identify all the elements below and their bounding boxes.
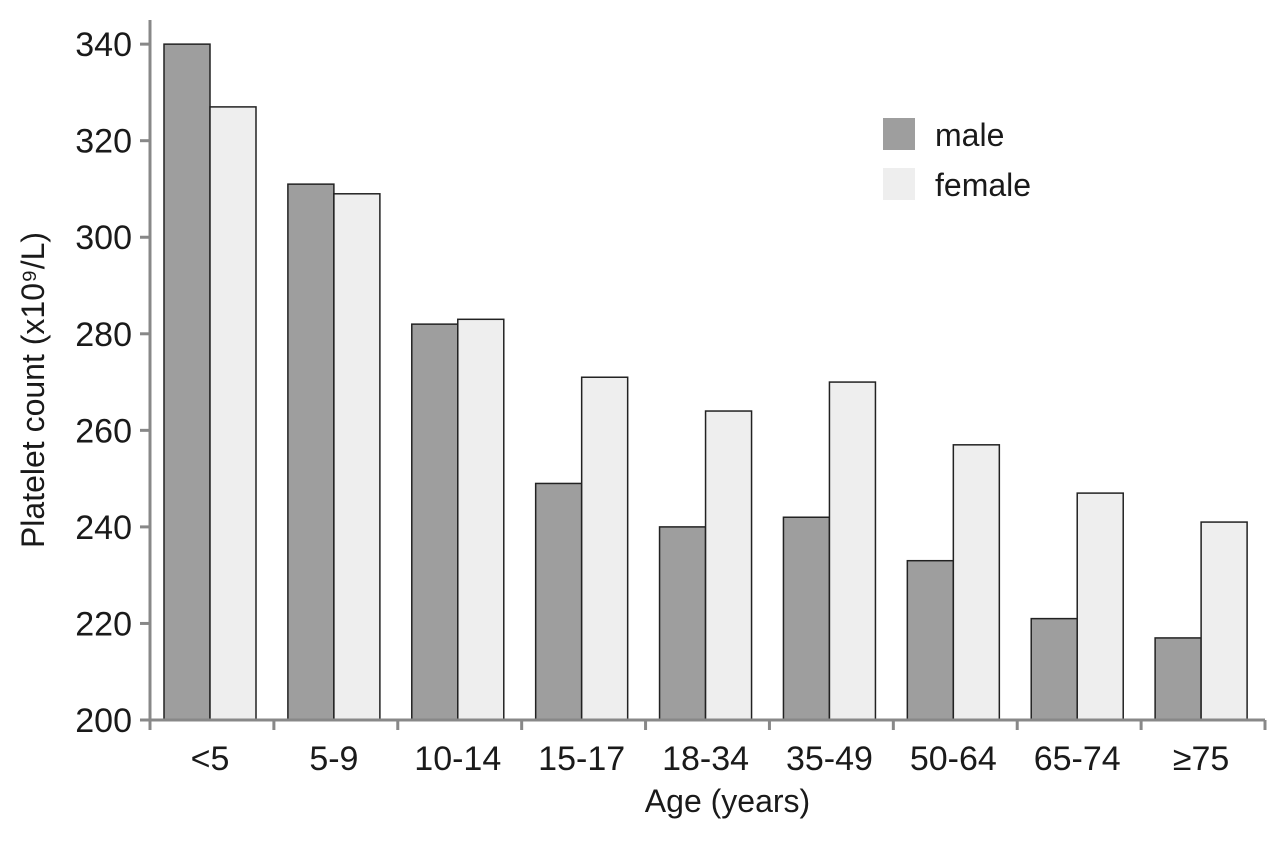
bar-female-8 — [1200, 521, 1248, 721]
x-tick-label: <5 — [191, 740, 230, 778]
bar-male-7 — [1030, 617, 1078, 721]
x-axis-title: Age (years) — [645, 783, 810, 819]
bar-female-4 — [704, 410, 753, 721]
y-tick-label: 240 — [75, 509, 132, 547]
legend: male female — [883, 117, 1031, 203]
x-tick-label: 65-74 — [1034, 740, 1121, 778]
bar-female-3 — [580, 376, 629, 721]
y-tick-label: 220 — [75, 605, 132, 643]
y-tick-label: 340 — [75, 26, 132, 64]
y-tick-label: 280 — [75, 316, 132, 354]
x-tick-label: ≥75 — [1173, 740, 1229, 778]
y-tick-label: 300 — [75, 219, 132, 257]
x-tick-label: 50-64 — [910, 740, 997, 778]
bar-female-0 — [209, 106, 257, 721]
y-tick-label: 200 — [75, 702, 132, 740]
y-axis-title: Platelet count (x10⁹/L) — [15, 232, 51, 548]
legend-swatch-male — [883, 118, 915, 150]
x-tick-label: 10-14 — [414, 740, 501, 778]
bar-male-1 — [287, 183, 335, 721]
legend-label-male: male — [935, 117, 1004, 153]
axes-layer — [148, 20, 1265, 722]
bar-male-8 — [1154, 637, 1202, 721]
bar-male-2 — [411, 323, 459, 721]
y-ticks: 200 220 240 260 280 300 320 340 — [75, 26, 150, 740]
bar-female-6 — [952, 444, 1001, 721]
y-tick-label: 320 — [75, 123, 132, 161]
x-tick-label: 5-9 — [309, 740, 358, 778]
x-ticks: <5 5-9 10-14 15-17 18-34 35-49 50-64 65-74 ≥75 — [148, 720, 1267, 778]
x-tick-label: 18-34 — [662, 740, 749, 778]
bar-male-5 — [782, 516, 831, 721]
x-tick-label: 15-17 — [538, 740, 625, 778]
bar-male-4 — [658, 526, 707, 721]
bar-female-7 — [1076, 492, 1124, 721]
bars-layer — [163, 43, 1248, 721]
legend-swatch-female — [883, 168, 915, 200]
bar-male-6 — [906, 559, 955, 721]
bar-female-2 — [457, 318, 505, 721]
legend-label-female: female — [935, 167, 1031, 203]
x-tick-label: 35-49 — [786, 740, 873, 778]
bar-female-5 — [828, 381, 877, 721]
bar-female-1 — [333, 193, 381, 721]
y-tick-label: 260 — [75, 412, 132, 450]
bar-male-3 — [534, 482, 583, 721]
bar-male-0 — [163, 43, 211, 721]
